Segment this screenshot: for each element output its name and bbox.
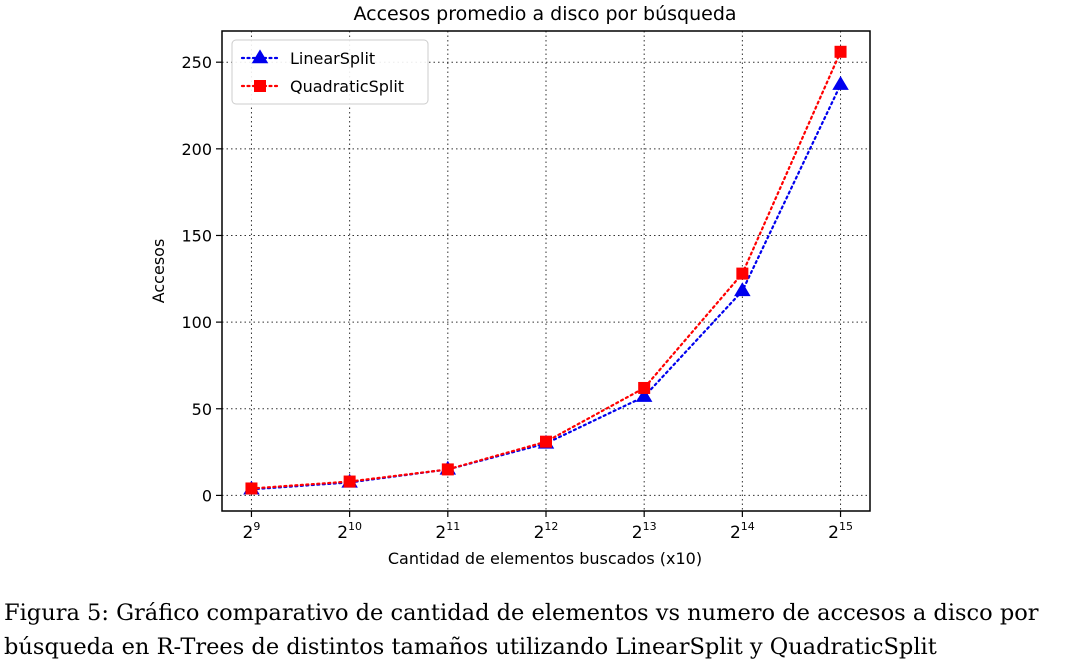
series-line-linearsplit xyxy=(250,83,842,491)
x-tick-label: 214 xyxy=(730,520,755,543)
series-group xyxy=(243,45,849,495)
data-point-quadraticsplit xyxy=(441,463,454,476)
y-tick-label: 0 xyxy=(202,486,212,505)
chart: Accesos promedio a disco por búsqueda 0 5… xyxy=(149,3,871,568)
caption-line-2: búsqueda en R-Trees de distintos tamaños… xyxy=(4,634,937,660)
data-point-linearsplit xyxy=(832,76,849,90)
y-tick-label: 50 xyxy=(192,400,212,419)
legend-marker xyxy=(251,49,269,64)
data-point-quadraticsplit xyxy=(834,45,847,58)
x-axis: 29 210 211 212 213 214 215 xyxy=(243,511,853,543)
data-point-quadraticsplit xyxy=(736,267,749,280)
caption-line-1: Figura 5: Gráfico comparativo de cantida… xyxy=(4,600,1039,626)
legend-label: QuadraticSplit xyxy=(290,77,404,96)
x-tick-label: 210 xyxy=(337,520,362,543)
data-point-quadraticsplit xyxy=(540,435,552,448)
legend-marker xyxy=(254,80,266,92)
data-point-quadraticsplit xyxy=(245,482,258,495)
y-tick-label: 200 xyxy=(181,140,212,159)
y-tick-label: 150 xyxy=(181,226,212,245)
data-point-linearsplit xyxy=(635,387,653,402)
y-axis: 0 50 100 150 200 250 xyxy=(181,53,222,505)
x-tick-label: 215 xyxy=(828,520,853,543)
legend: LinearSplit QuadraticSplit xyxy=(231,39,429,105)
x-axis-label: Cantidad de elementos buscados (x10) xyxy=(388,549,702,568)
y-tick-label: 250 xyxy=(181,53,212,72)
legend-entry-linearsplit: LinearSplit xyxy=(240,49,375,68)
y-tick-label: 100 xyxy=(181,313,212,332)
legend-label: LinearSplit xyxy=(290,49,375,68)
x-tick-label: 211 xyxy=(435,520,460,543)
x-tick-label: 212 xyxy=(534,520,559,543)
x-tick-label: 29 xyxy=(243,520,261,543)
legend-entry-quadraticsplit: QuadraticSplit xyxy=(240,77,404,96)
x-tick-label: 213 xyxy=(632,520,657,543)
figure-caption: Figura 5: Gráfico comparativo de cantida… xyxy=(4,596,1066,664)
data-point-quadraticsplit xyxy=(343,475,356,488)
data-point-linearsplit xyxy=(734,282,751,297)
series-quadraticsplit xyxy=(245,45,847,495)
y-axis-label: Accesos xyxy=(149,239,168,304)
data-point-quadraticsplit xyxy=(638,381,651,394)
chart-title: Accesos promedio a disco por búsqueda xyxy=(353,3,736,25)
legend-box xyxy=(231,39,429,105)
